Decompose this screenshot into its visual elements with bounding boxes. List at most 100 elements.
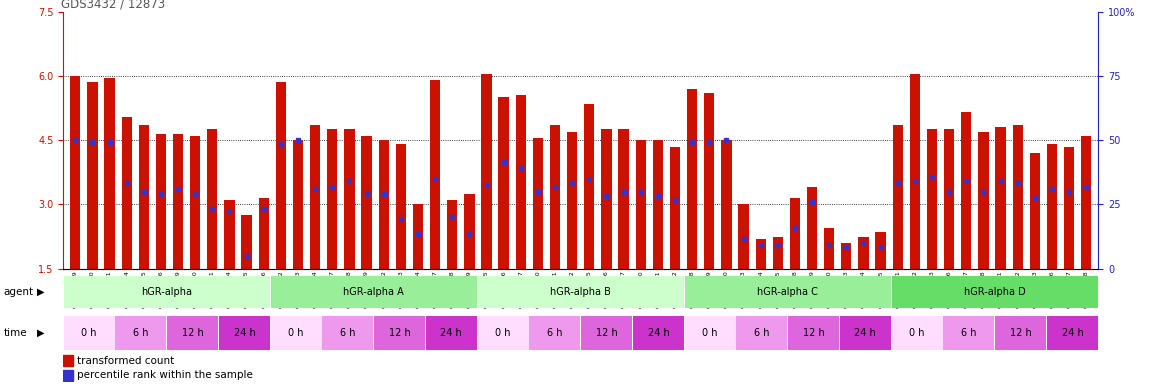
Bar	[632, 316, 684, 350]
Bar	[704, 93, 714, 269]
Bar	[669, 147, 680, 269]
Bar	[995, 316, 1046, 350]
Bar	[584, 104, 595, 269]
Bar	[1012, 125, 1022, 269]
Bar	[858, 237, 868, 269]
Bar	[619, 129, 629, 269]
Text: 6 h: 6 h	[754, 328, 769, 338]
Bar	[529, 316, 581, 350]
Text: 12 h: 12 h	[389, 328, 411, 338]
Bar	[892, 125, 903, 269]
Text: 6 h: 6 h	[340, 328, 355, 338]
Bar	[477, 276, 684, 308]
Bar	[581, 316, 632, 350]
Text: 24 h: 24 h	[854, 328, 876, 338]
Bar	[361, 136, 371, 269]
Bar	[687, 89, 697, 269]
Bar	[426, 316, 477, 350]
Bar	[270, 276, 477, 308]
Bar	[293, 140, 304, 269]
Bar	[447, 200, 458, 269]
Text: 12 h: 12 h	[596, 328, 618, 338]
Bar	[327, 129, 337, 269]
Bar	[259, 198, 269, 269]
Text: 24 h: 24 h	[1061, 328, 1083, 338]
Bar	[310, 125, 321, 269]
Bar	[961, 112, 972, 269]
Bar	[155, 134, 166, 269]
Bar	[756, 239, 766, 269]
Text: percentile rank within the sample: percentile rank within the sample	[77, 370, 253, 380]
Text: ▶: ▶	[37, 328, 45, 338]
Bar	[1029, 153, 1040, 269]
Bar	[63, 370, 74, 381]
Bar	[943, 316, 995, 350]
Bar	[344, 129, 354, 269]
Bar	[122, 117, 132, 269]
Bar	[840, 316, 891, 350]
Bar	[374, 316, 426, 350]
Bar	[927, 129, 937, 269]
Bar	[167, 316, 218, 350]
Bar	[944, 129, 954, 269]
Text: 0 h: 0 h	[289, 328, 304, 338]
Bar	[105, 78, 115, 269]
Bar	[498, 97, 508, 269]
Bar	[70, 76, 80, 269]
Bar	[465, 194, 475, 269]
Bar	[1046, 144, 1057, 269]
Bar	[790, 198, 800, 269]
Bar	[207, 129, 217, 269]
Bar	[532, 138, 543, 269]
Text: hGR-alpha B: hGR-alpha B	[551, 287, 611, 297]
Bar	[63, 355, 74, 366]
Bar	[891, 316, 943, 350]
Text: ▶: ▶	[37, 287, 45, 297]
Text: agent: agent	[3, 287, 33, 297]
Bar	[396, 144, 406, 269]
Bar	[910, 74, 920, 269]
Bar	[477, 316, 529, 350]
Text: time: time	[3, 328, 28, 338]
Bar	[218, 316, 270, 350]
Bar	[825, 228, 835, 269]
Text: 6 h: 6 h	[133, 328, 148, 338]
Bar	[979, 132, 989, 269]
Bar	[736, 316, 788, 350]
Text: 0 h: 0 h	[703, 328, 718, 338]
Text: 6 h: 6 h	[961, 328, 976, 338]
Bar	[224, 200, 235, 269]
Bar	[270, 316, 322, 350]
Bar	[738, 205, 749, 269]
Text: transformed count: transformed count	[77, 356, 175, 366]
Bar	[413, 205, 423, 269]
Text: hGR-alpha C: hGR-alpha C	[758, 287, 818, 297]
Text: 0 h: 0 h	[910, 328, 925, 338]
Bar	[430, 80, 440, 269]
Bar	[63, 276, 270, 308]
Text: 12 h: 12 h	[1010, 328, 1032, 338]
Bar	[601, 129, 612, 269]
Bar	[482, 74, 492, 269]
Bar	[684, 316, 736, 350]
Bar	[87, 82, 98, 269]
Bar	[773, 237, 783, 269]
Bar	[63, 316, 115, 350]
Bar	[139, 125, 150, 269]
Bar	[567, 132, 577, 269]
Bar	[721, 140, 731, 269]
Text: hGR-alpha: hGR-alpha	[141, 287, 192, 297]
Bar	[115, 316, 167, 350]
Bar	[807, 187, 818, 269]
Text: 24 h: 24 h	[440, 328, 462, 338]
Bar	[190, 136, 200, 269]
Bar	[378, 140, 389, 269]
Bar	[636, 140, 646, 269]
Bar	[1064, 147, 1074, 269]
Bar	[891, 276, 1098, 308]
Bar	[1081, 136, 1091, 269]
Bar	[322, 316, 374, 350]
Bar	[996, 127, 1006, 269]
Text: 12 h: 12 h	[182, 328, 204, 338]
Bar	[242, 215, 252, 269]
